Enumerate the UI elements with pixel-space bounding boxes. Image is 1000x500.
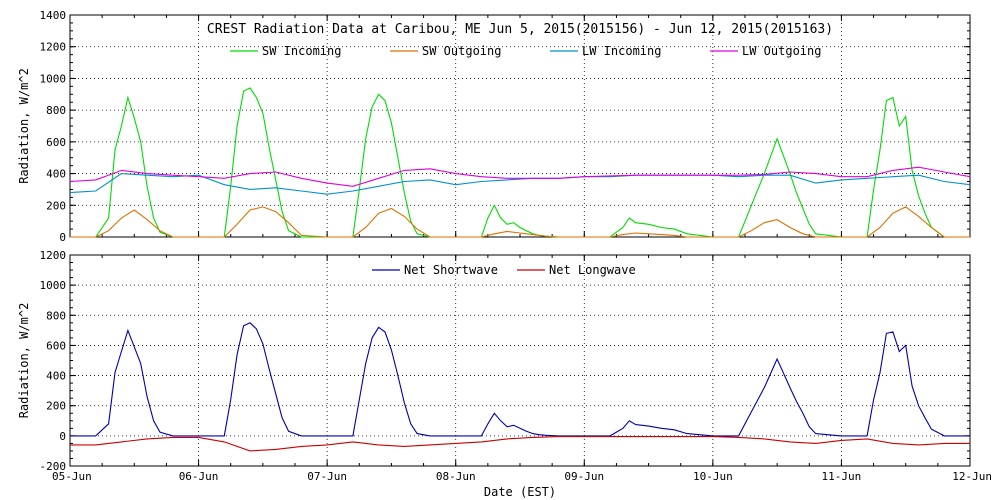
y-tick-label: 400 — [46, 370, 66, 383]
series-line — [70, 87, 970, 238]
panel-2: -200 0 200 400 600 800 1000 1200 05-Jun 06-Jun 07-… — [17, 249, 992, 499]
x-tick-label: 06-Jun — [179, 470, 219, 483]
legend-label: LW Outgoing — [742, 44, 821, 58]
y-tick-label: 1200 — [40, 41, 67, 54]
series-line — [70, 436, 970, 452]
y-tick-label: 1400 — [40, 9, 67, 22]
y-tick-label: 0 — [59, 430, 66, 443]
x-tick-label: 09-Jun — [564, 470, 604, 483]
y-tick-label: 200 — [46, 400, 66, 413]
y-tick-label: 400 — [46, 168, 66, 181]
x-tick-label: 11-Jun — [822, 470, 862, 483]
y-tick-label: 200 — [46, 199, 66, 212]
y-tick-label: 0 — [59, 231, 66, 244]
legend-label: LW Incoming — [582, 44, 661, 58]
legend-label: SW Incoming — [262, 44, 341, 58]
y-tick-label: -200 — [40, 460, 67, 473]
legend-label: Net Longwave — [549, 263, 636, 277]
y-axis-label: Radiation, W/m^2 — [17, 303, 31, 419]
legend-label: Net Shortwave — [404, 263, 498, 277]
y-tick-label: 1000 — [40, 72, 67, 85]
y-axis-label: Radiation, W/m^2 — [17, 68, 31, 184]
x-tick-label: 12-Jun — [952, 470, 992, 483]
panel-1: 0 200 400 600 800 1000 1200 1400 Radiation, W/m^… — [17, 9, 971, 244]
y-tick-label: 800 — [46, 309, 66, 322]
x-axis-label: Date (EST) — [484, 485, 556, 499]
plot-frame — [69, 14, 971, 238]
y-tick-label: 800 — [46, 104, 66, 117]
plot-frame — [69, 254, 971, 467]
x-tick-label: 05-Jun — [52, 470, 92, 483]
series-line — [70, 206, 970, 238]
x-tick-label: 07-Jun — [307, 470, 347, 483]
series-line — [69, 173, 971, 195]
chart-title: CREST Radiation Data at Caribou, ME Jun … — [207, 22, 833, 37]
x-tick-label: 08-Jun — [436, 470, 476, 483]
series-line — [70, 322, 970, 437]
series-line — [69, 166, 971, 187]
y-tick-label: 600 — [46, 339, 66, 352]
y-tick-label: 1000 — [40, 279, 67, 292]
legend-label: SW Outgoing — [422, 44, 501, 58]
y-tick-label: 600 — [46, 136, 66, 149]
y-tick-label: 1200 — [40, 249, 67, 262]
x-tick-label: 10-Jun — [693, 470, 733, 483]
